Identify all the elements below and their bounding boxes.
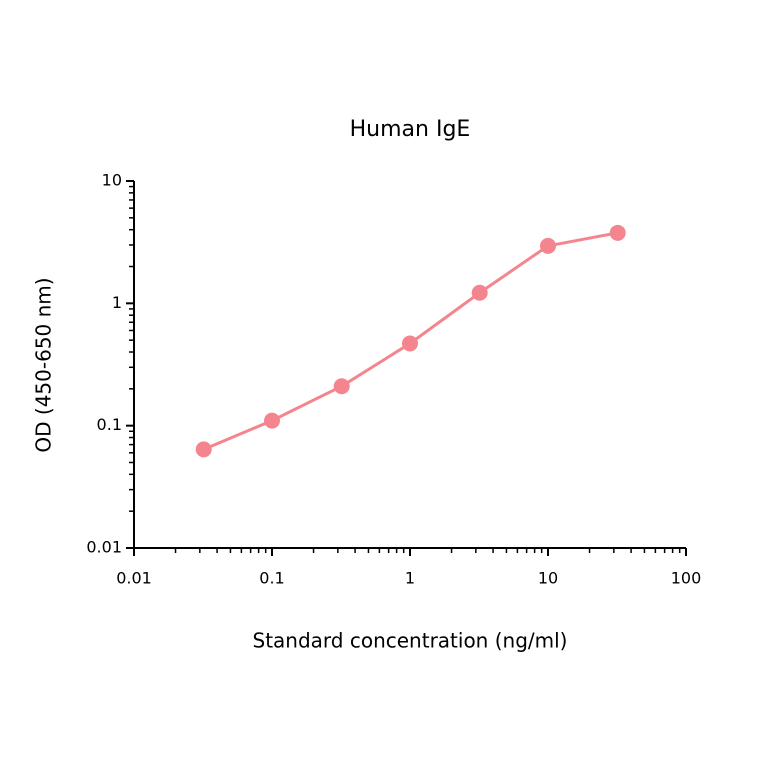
- y-tick-label: 0.1: [97, 415, 122, 434]
- y-axis-label: OD (450-650 nm): [32, 277, 56, 452]
- y-tick-label: 10: [102, 171, 122, 190]
- data-point: [540, 237, 556, 254]
- data-point: [333, 378, 350, 395]
- x-tick-label: 10: [538, 569, 558, 588]
- data-point: [471, 284, 488, 301]
- x-tick-label: 0.01: [116, 569, 152, 588]
- x-axis-label: Standard concentration (ng/ml): [253, 629, 568, 653]
- x-tick-label: 1: [405, 569, 415, 588]
- chart-title: Human IgE: [350, 117, 471, 142]
- y-tick-label: 1: [112, 293, 122, 312]
- data-point: [609, 224, 626, 241]
- x-tick-label: 0.1: [259, 569, 284, 588]
- data-point: [264, 412, 280, 429]
- x-tick-label: 100: [671, 569, 702, 588]
- y-tick-label: 0.01: [86, 538, 122, 557]
- data-point: [195, 441, 212, 458]
- data-point: [402, 335, 418, 352]
